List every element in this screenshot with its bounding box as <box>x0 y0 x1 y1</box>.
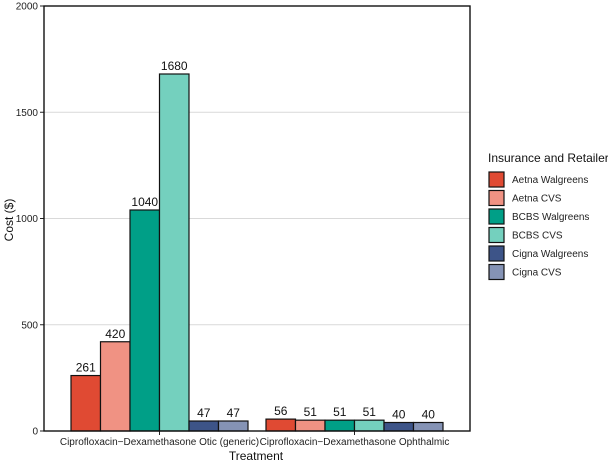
y-tick-label: 2000 <box>16 2 39 13</box>
bar <box>383 421 415 432</box>
y-tick-label: 1500 <box>16 108 39 119</box>
bar-value-label: 51 <box>333 405 347 419</box>
y-tick-label: 0 <box>32 427 38 438</box>
legend-swatch <box>488 189 505 207</box>
legend-label: Aetna CVS <box>512 194 562 205</box>
bar <box>217 420 249 432</box>
bar <box>99 341 131 432</box>
bar <box>70 374 102 432</box>
axes: 0 500 1000 1500 2000 Ciprofloxacin−Dexamethas… <box>16 2 471 448</box>
x-axis-title: Treatment <box>229 449 284 463</box>
legend-title: Insurance and Retailer <box>488 151 608 165</box>
x-tick-label: Ciprofloxacin−Dexamethasone Otic (generi… <box>60 437 259 448</box>
bar-value-label: 1040 <box>131 195 158 209</box>
legend-swatch <box>488 226 505 244</box>
bar-value-label: 420 <box>105 327 125 341</box>
legend-label: BCBS Walgreens <box>512 212 589 223</box>
bar <box>324 419 356 432</box>
legend-label: Aetna Walgreens <box>512 175 588 186</box>
bar <box>129 209 161 432</box>
legend-items: Aetna Walgreens Aetna CVS BCBS Walgreens BC… <box>488 171 589 281</box>
bar-value-label: 51 <box>363 405 377 419</box>
bar-value-label: 261 <box>76 361 96 375</box>
bar <box>353 419 385 432</box>
bar-value-label: 40 <box>422 408 436 422</box>
legend-label: BCBS CVS <box>512 231 563 242</box>
bar-value-labels: 261 56 420 51 1040 51 1680 51 47 40 47 40 <box>76 59 436 422</box>
bar-value-label: 40 <box>392 408 406 422</box>
y-tick-label: 1000 <box>16 214 39 225</box>
legend-swatch <box>488 263 505 281</box>
legend-label: Cigna CVS <box>512 268 562 279</box>
bar <box>158 73 190 432</box>
bar-value-label: 47 <box>227 406 241 420</box>
bar <box>294 419 326 432</box>
legend-label: Cigna Walgreens <box>512 249 588 260</box>
bar-value-label: 47 <box>197 406 211 420</box>
bar-value-label: 1680 <box>161 59 188 73</box>
y-tick-label: 500 <box>21 320 38 331</box>
bars <box>70 73 444 432</box>
legend: Insurance and Retailer Aetna WalgreensAe… <box>488 151 608 281</box>
bar-value-label: 56 <box>274 404 288 418</box>
bar <box>265 418 297 432</box>
bar <box>412 421 444 432</box>
bar-value-label: 51 <box>304 405 318 419</box>
bar <box>188 420 220 432</box>
legend-swatch <box>488 171 505 188</box>
y-axis-title: Cost ($) <box>2 199 16 242</box>
legend-swatch <box>488 208 505 225</box>
plot-frame <box>43 5 471 432</box>
x-tick-label: Ciprofloxacin−Dexamethasone Ophthalmic <box>260 437 450 448</box>
legend-swatch <box>488 245 505 262</box>
